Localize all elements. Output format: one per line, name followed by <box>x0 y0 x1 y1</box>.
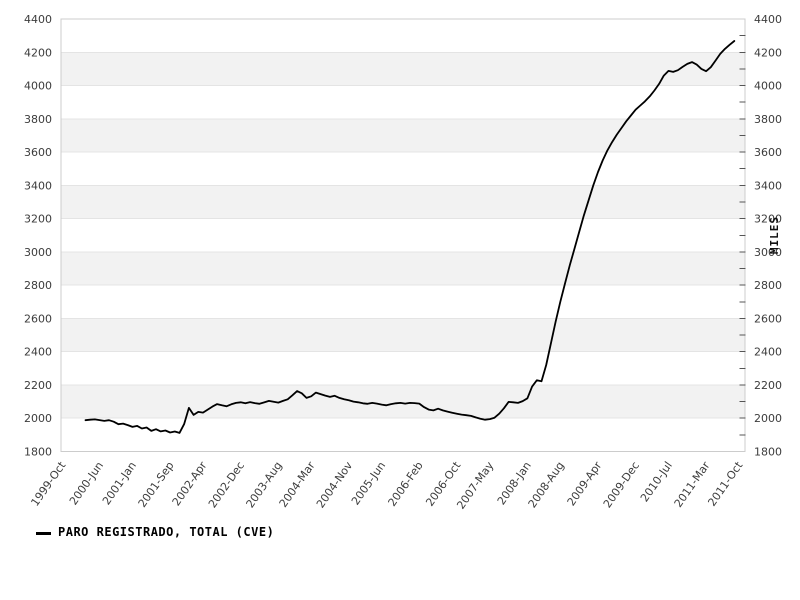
plot-band <box>61 185 745 219</box>
y-axis-label-left: 4400 <box>24 13 52 26</box>
y-axis-label-right: 3600 <box>754 146 782 159</box>
plot-band <box>61 251 745 286</box>
y-axis-label-right: 4400 <box>754 13 782 26</box>
chart-legend: PARO REGISTRADO, TOTAL (CVE) <box>36 525 274 539</box>
y-axis-label-right: 1800 <box>754 446 782 459</box>
plot-band <box>61 418 745 452</box>
y-axis-label-right: 3000 <box>754 246 782 259</box>
y-axis-label-left: 2800 <box>24 279 52 292</box>
y-axis-label-right: 3800 <box>754 113 782 126</box>
plot-band <box>61 318 745 352</box>
y-axis-label-left: 3000 <box>24 246 52 259</box>
plot-band <box>61 384 745 419</box>
plot-band <box>61 19 745 53</box>
plot-band <box>61 85 745 119</box>
plot-band <box>61 118 745 153</box>
x-axis-label: 2002-Dec <box>206 459 247 510</box>
y-axis-label-left: 2400 <box>24 346 52 359</box>
x-axis-label: 2010-Jul <box>638 459 675 504</box>
x-axis-label: 2001-Jan <box>100 459 139 507</box>
legend-series-label: PARO REGISTRADO, TOTAL (CVE) <box>58 525 275 539</box>
y-axis-label-left: 3200 <box>24 213 52 226</box>
x-axis-label: 1999-Oct <box>28 459 68 509</box>
x-axis-label: 2004-Nov <box>314 459 356 511</box>
y-axis-unit-label: MILES <box>768 216 781 254</box>
y-axis-label-left: 4000 <box>24 80 52 93</box>
y-axis-label-right: 2200 <box>754 379 782 392</box>
plot-band <box>61 285 745 319</box>
y-axis-label-right: 2000 <box>754 412 782 425</box>
y-axis-label-left: 4200 <box>24 46 52 59</box>
plot-band <box>61 52 745 86</box>
x-axis-label: 2006-Feb <box>386 459 426 509</box>
y-axis-label-left: 3600 <box>24 146 52 159</box>
x-axis-label: 2009-Apr <box>565 459 605 508</box>
y-axis-label-left: 2200 <box>24 379 52 392</box>
x-axis-label: 2009-Dec <box>601 459 642 510</box>
series-line <box>84 40 736 434</box>
plot-band <box>61 218 745 252</box>
y-axis-label-right: 2600 <box>754 312 782 325</box>
y-axis-label-right: 2400 <box>754 346 782 359</box>
y-axis-label-right: 4000 <box>754 80 782 93</box>
y-axis-label-left: 1800 <box>24 446 52 459</box>
y-axis-label-right: 4200 <box>754 46 782 59</box>
y-axis-label-right: 2800 <box>754 279 782 292</box>
y-axis-label-left: 3400 <box>24 179 52 192</box>
y-axis-label-left: 2600 <box>24 312 52 325</box>
y-axis-label-left: 2000 <box>24 412 52 425</box>
y-axis-label-right: 3400 <box>754 179 782 192</box>
y-axis-label-right: 3200 <box>754 213 782 226</box>
legend-line-marker <box>36 531 51 535</box>
y-axis-label-left: 3800 <box>24 113 52 126</box>
plot-band <box>61 351 745 385</box>
plot-band <box>61 152 745 186</box>
